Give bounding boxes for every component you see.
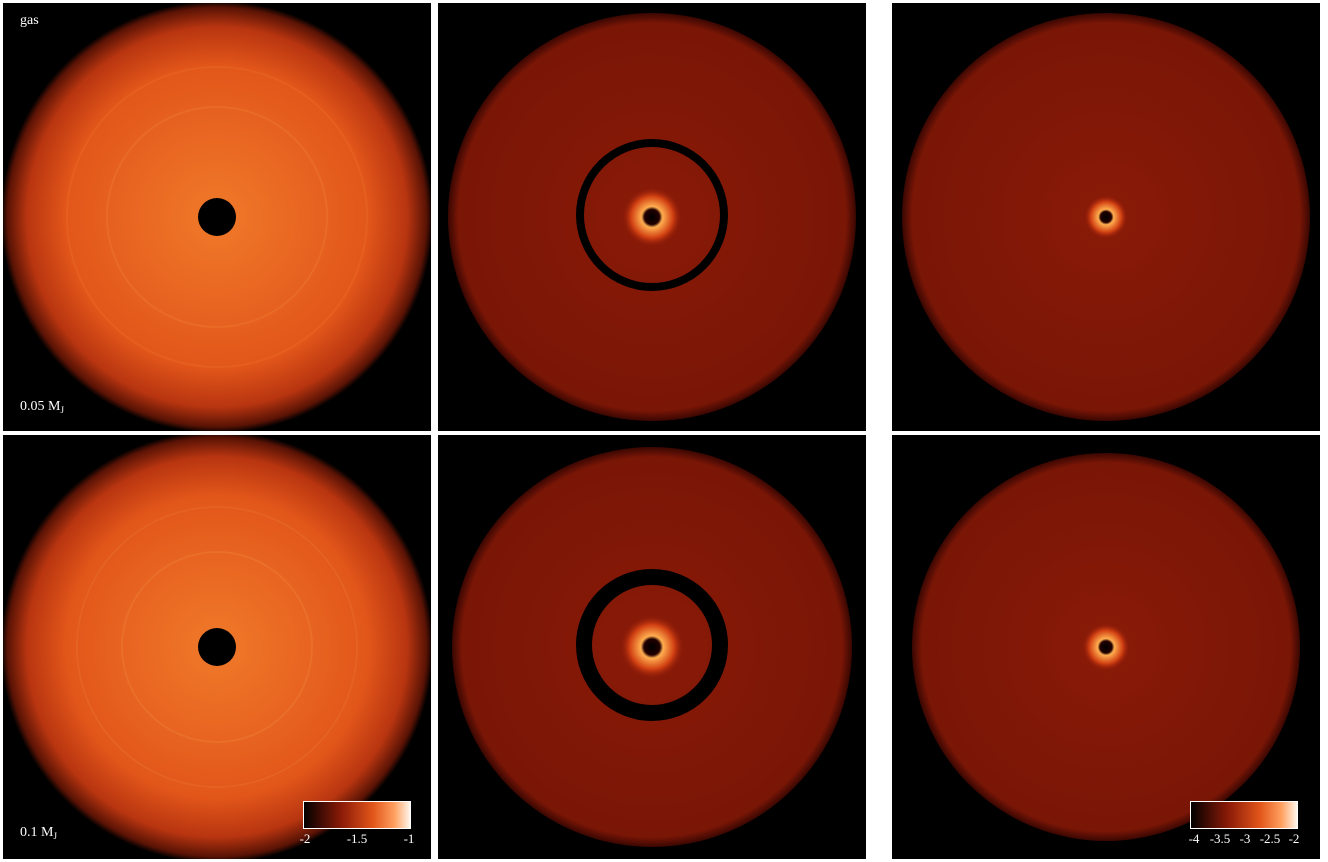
panel-dust-large-row1	[892, 3, 1320, 431]
colorbar-gas: -2 -1.5 -1	[300, 801, 414, 846]
dust-disc-image-row1-b	[902, 13, 1310, 421]
panel-dust-small-row1	[438, 3, 866, 431]
dust-disc-image-row2-a	[452, 447, 852, 847]
colorbar-gas-tick: -2	[299, 831, 311, 846]
planet-mass-unit-row2: J	[53, 831, 57, 841]
panel-dust-large-row2: -4 -3.5 -3 -2.5 -2	[892, 435, 1320, 859]
colorbar-dust-tick: -2.5	[1259, 831, 1281, 846]
dust-disc-image-row2-b	[912, 453, 1300, 841]
colorbar-gas-gradient	[303, 801, 411, 829]
colorbar-gas-tick: -1.5	[346, 831, 368, 846]
colorbar-dust-tick: -2	[1288, 831, 1300, 846]
colorbar-dust-tick: -3	[1239, 831, 1251, 846]
planet-mass-value-row2: 0.1 M	[20, 825, 54, 840]
colorbar-gas-tick: -1	[403, 831, 415, 846]
gas-disc-image-row2	[3, 435, 431, 859]
gas-disc-image-row1	[3, 3, 431, 431]
planet-mass-label-row2: 0.1 MJ	[20, 825, 57, 841]
colorbar-dust-gradient	[1190, 801, 1298, 829]
planet-mass-label-row1: 0.05 MJ	[20, 399, 64, 415]
panel-dust-small-row2	[438, 435, 866, 859]
colorbar-dust: -4 -3.5 -3 -2.5 -2	[1189, 801, 1299, 846]
planet-mass-unit: J	[60, 405, 64, 415]
panel-gas-row1: gas 0.05 MJ	[3, 3, 431, 431]
panel-gas-row2: 0.1 MJ -2 -1.5 -1	[3, 435, 431, 859]
species-label: gas	[20, 13, 39, 28]
colorbar-dust-tick: -3.5	[1209, 831, 1231, 846]
colorbar-dust-tick: -4	[1188, 831, 1200, 846]
planet-mass-value: 0.05 M	[20, 399, 61, 414]
dust-disc-image-row1-a	[448, 13, 856, 421]
